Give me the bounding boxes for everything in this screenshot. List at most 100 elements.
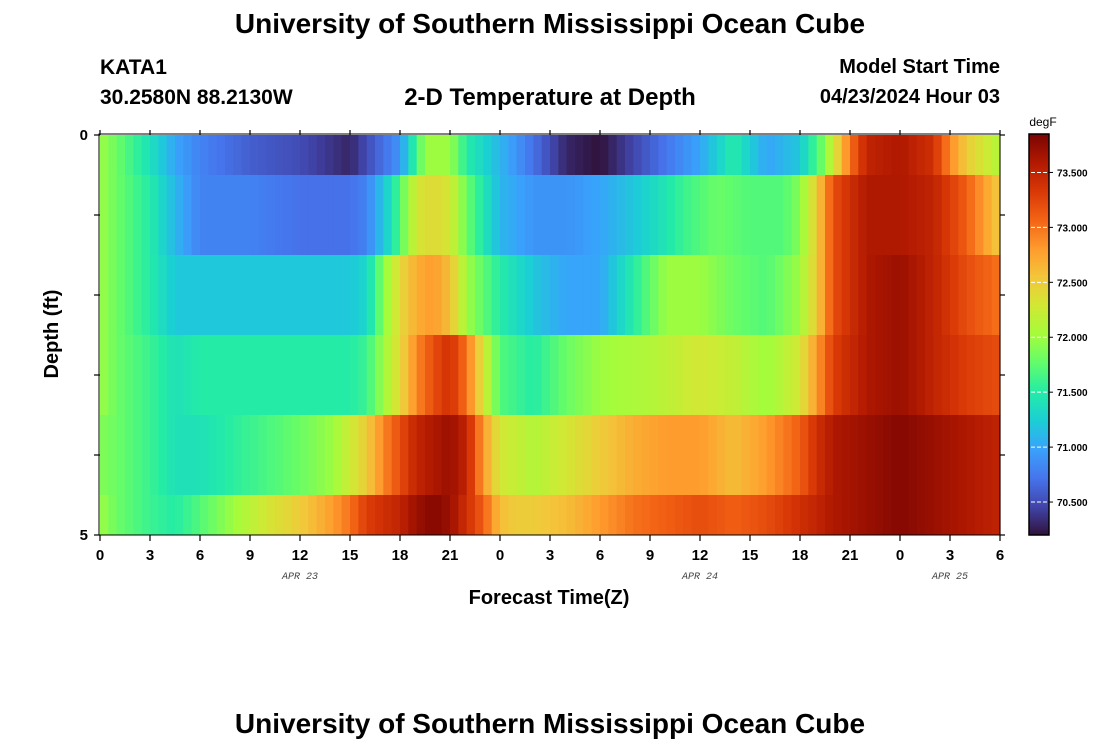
- heatmap-cell: [300, 175, 309, 256]
- heatmap-cell: [416, 335, 426, 416]
- heatmap-cell: [291, 495, 301, 536]
- heatmap-cell: [775, 135, 784, 176]
- heatmap-cell: [166, 135, 176, 176]
- heatmap-cell: [608, 335, 618, 416]
- heatmap-cell: [916, 335, 926, 416]
- heatmap-cell: [175, 415, 184, 496]
- heatmap-cell: [675, 135, 684, 176]
- heatmap-cell: [100, 135, 109, 176]
- heatmap-cell: [308, 175, 318, 256]
- heatmap-cell: [325, 495, 334, 536]
- heatmap-cell: [875, 135, 884, 176]
- heatmap-cell: [825, 415, 834, 496]
- heatmap-cell: [191, 415, 201, 496]
- heatmap-cell: [791, 175, 801, 256]
- heatmap-cell: [808, 135, 818, 176]
- heatmap-cell: [666, 415, 676, 496]
- heatmap-cell: [333, 135, 343, 176]
- x-axis-title: Forecast Time(Z): [469, 587, 630, 609]
- heatmap-cell: [800, 255, 809, 336]
- heatmap-cell: [266, 175, 276, 256]
- heatmap-cell: [275, 415, 284, 496]
- heatmap-cell: [516, 175, 526, 256]
- heatmap-cell: [375, 135, 384, 176]
- heatmap-cell: [391, 495, 401, 536]
- heatmap-cell: [216, 175, 226, 256]
- heatmap-cell: [708, 175, 718, 256]
- heatmap-cell: [758, 335, 768, 416]
- heatmap-cell: [566, 415, 576, 496]
- heatmap-cell: [916, 255, 926, 336]
- heatmap-cell: [183, 335, 193, 416]
- heatmap-cell: [441, 495, 451, 536]
- heatmap-cell: [908, 335, 918, 416]
- heatmap-cell: [650, 415, 659, 496]
- heatmap-cell: [708, 135, 718, 176]
- heatmap-cell: [700, 175, 709, 256]
- heatmap-cell: [841, 255, 851, 336]
- heatmap-cell: [150, 255, 159, 336]
- heatmap-cell: [141, 135, 151, 176]
- heatmap-cell: [783, 175, 793, 256]
- heatmap-cell: [325, 255, 334, 336]
- heatmap-cell: [641, 495, 651, 536]
- heatmap-cell: [341, 135, 351, 176]
- heatmap-cell: [833, 415, 843, 496]
- heatmap-cell: [733, 135, 743, 176]
- heatmap-cell: [791, 135, 801, 176]
- heatmap-cell: [383, 415, 393, 496]
- x-tick-label: 12: [692, 547, 709, 564]
- heatmap-cell: [158, 175, 168, 256]
- heatmap-cell: [766, 175, 776, 256]
- heatmap-cell: [866, 335, 876, 416]
- heatmap-cell: [258, 175, 268, 256]
- heatmap-cell: [475, 255, 484, 336]
- heatmap-cell: [475, 495, 484, 536]
- heatmap-cell: [166, 415, 176, 496]
- heatmap-cell: [650, 135, 659, 176]
- heatmap-cell: [650, 255, 659, 336]
- heatmap-cell: [933, 175, 943, 256]
- heatmap-cell: [100, 175, 109, 256]
- heatmap-cell: [691, 175, 701, 256]
- heatmap-cell: [616, 135, 626, 176]
- heatmap-cell: [633, 415, 643, 496]
- heatmap-cell: [316, 495, 326, 536]
- heatmap-cell: [625, 415, 634, 496]
- colorbar: degF 70.500 71.000 71.500 72.000 72.500 73.00…: [1028, 115, 1088, 536]
- heatmap-cell: [658, 335, 668, 416]
- heatmap-cell: [350, 255, 359, 336]
- heatmap-cell: [100, 415, 109, 496]
- heatmap-cell: [125, 255, 134, 336]
- heatmap-cell: [183, 135, 193, 176]
- heatmap-cell: [808, 255, 818, 336]
- heatmap-cell: [858, 415, 868, 496]
- heatmap-cell: [916, 495, 926, 536]
- x-tick-label: 3: [146, 547, 154, 564]
- heatmap-cell: [933, 255, 943, 336]
- heatmap-cell: [908, 255, 918, 336]
- heatmap-cell: [591, 175, 601, 256]
- heatmap-cell: [450, 255, 459, 336]
- heatmap-cell: [733, 495, 743, 536]
- heatmap-cell: [983, 495, 993, 536]
- heatmap-cell: [775, 335, 784, 416]
- heatmap-cell: [675, 335, 684, 416]
- heatmap-cell: [483, 335, 493, 416]
- heatmap-cell: [116, 175, 126, 256]
- date-label: APR 25: [931, 572, 968, 583]
- heatmap-cell: [791, 415, 801, 496]
- heatmap-cell: [825, 335, 834, 416]
- heatmap-cell: [775, 495, 784, 536]
- heatmap-cell: [241, 415, 251, 496]
- x-tick-label: 0: [96, 547, 104, 564]
- heatmap-cell: [358, 175, 368, 256]
- heatmap-cell: [783, 415, 793, 496]
- heatmap-cell: [491, 135, 501, 176]
- heatmap-cell: [150, 495, 159, 536]
- heatmap-cell: [391, 415, 401, 496]
- heatmap-cell: [341, 335, 351, 416]
- heatmap-cell: [108, 415, 118, 496]
- heatmap-cell: [483, 135, 493, 176]
- heatmap-cell: [500, 415, 509, 496]
